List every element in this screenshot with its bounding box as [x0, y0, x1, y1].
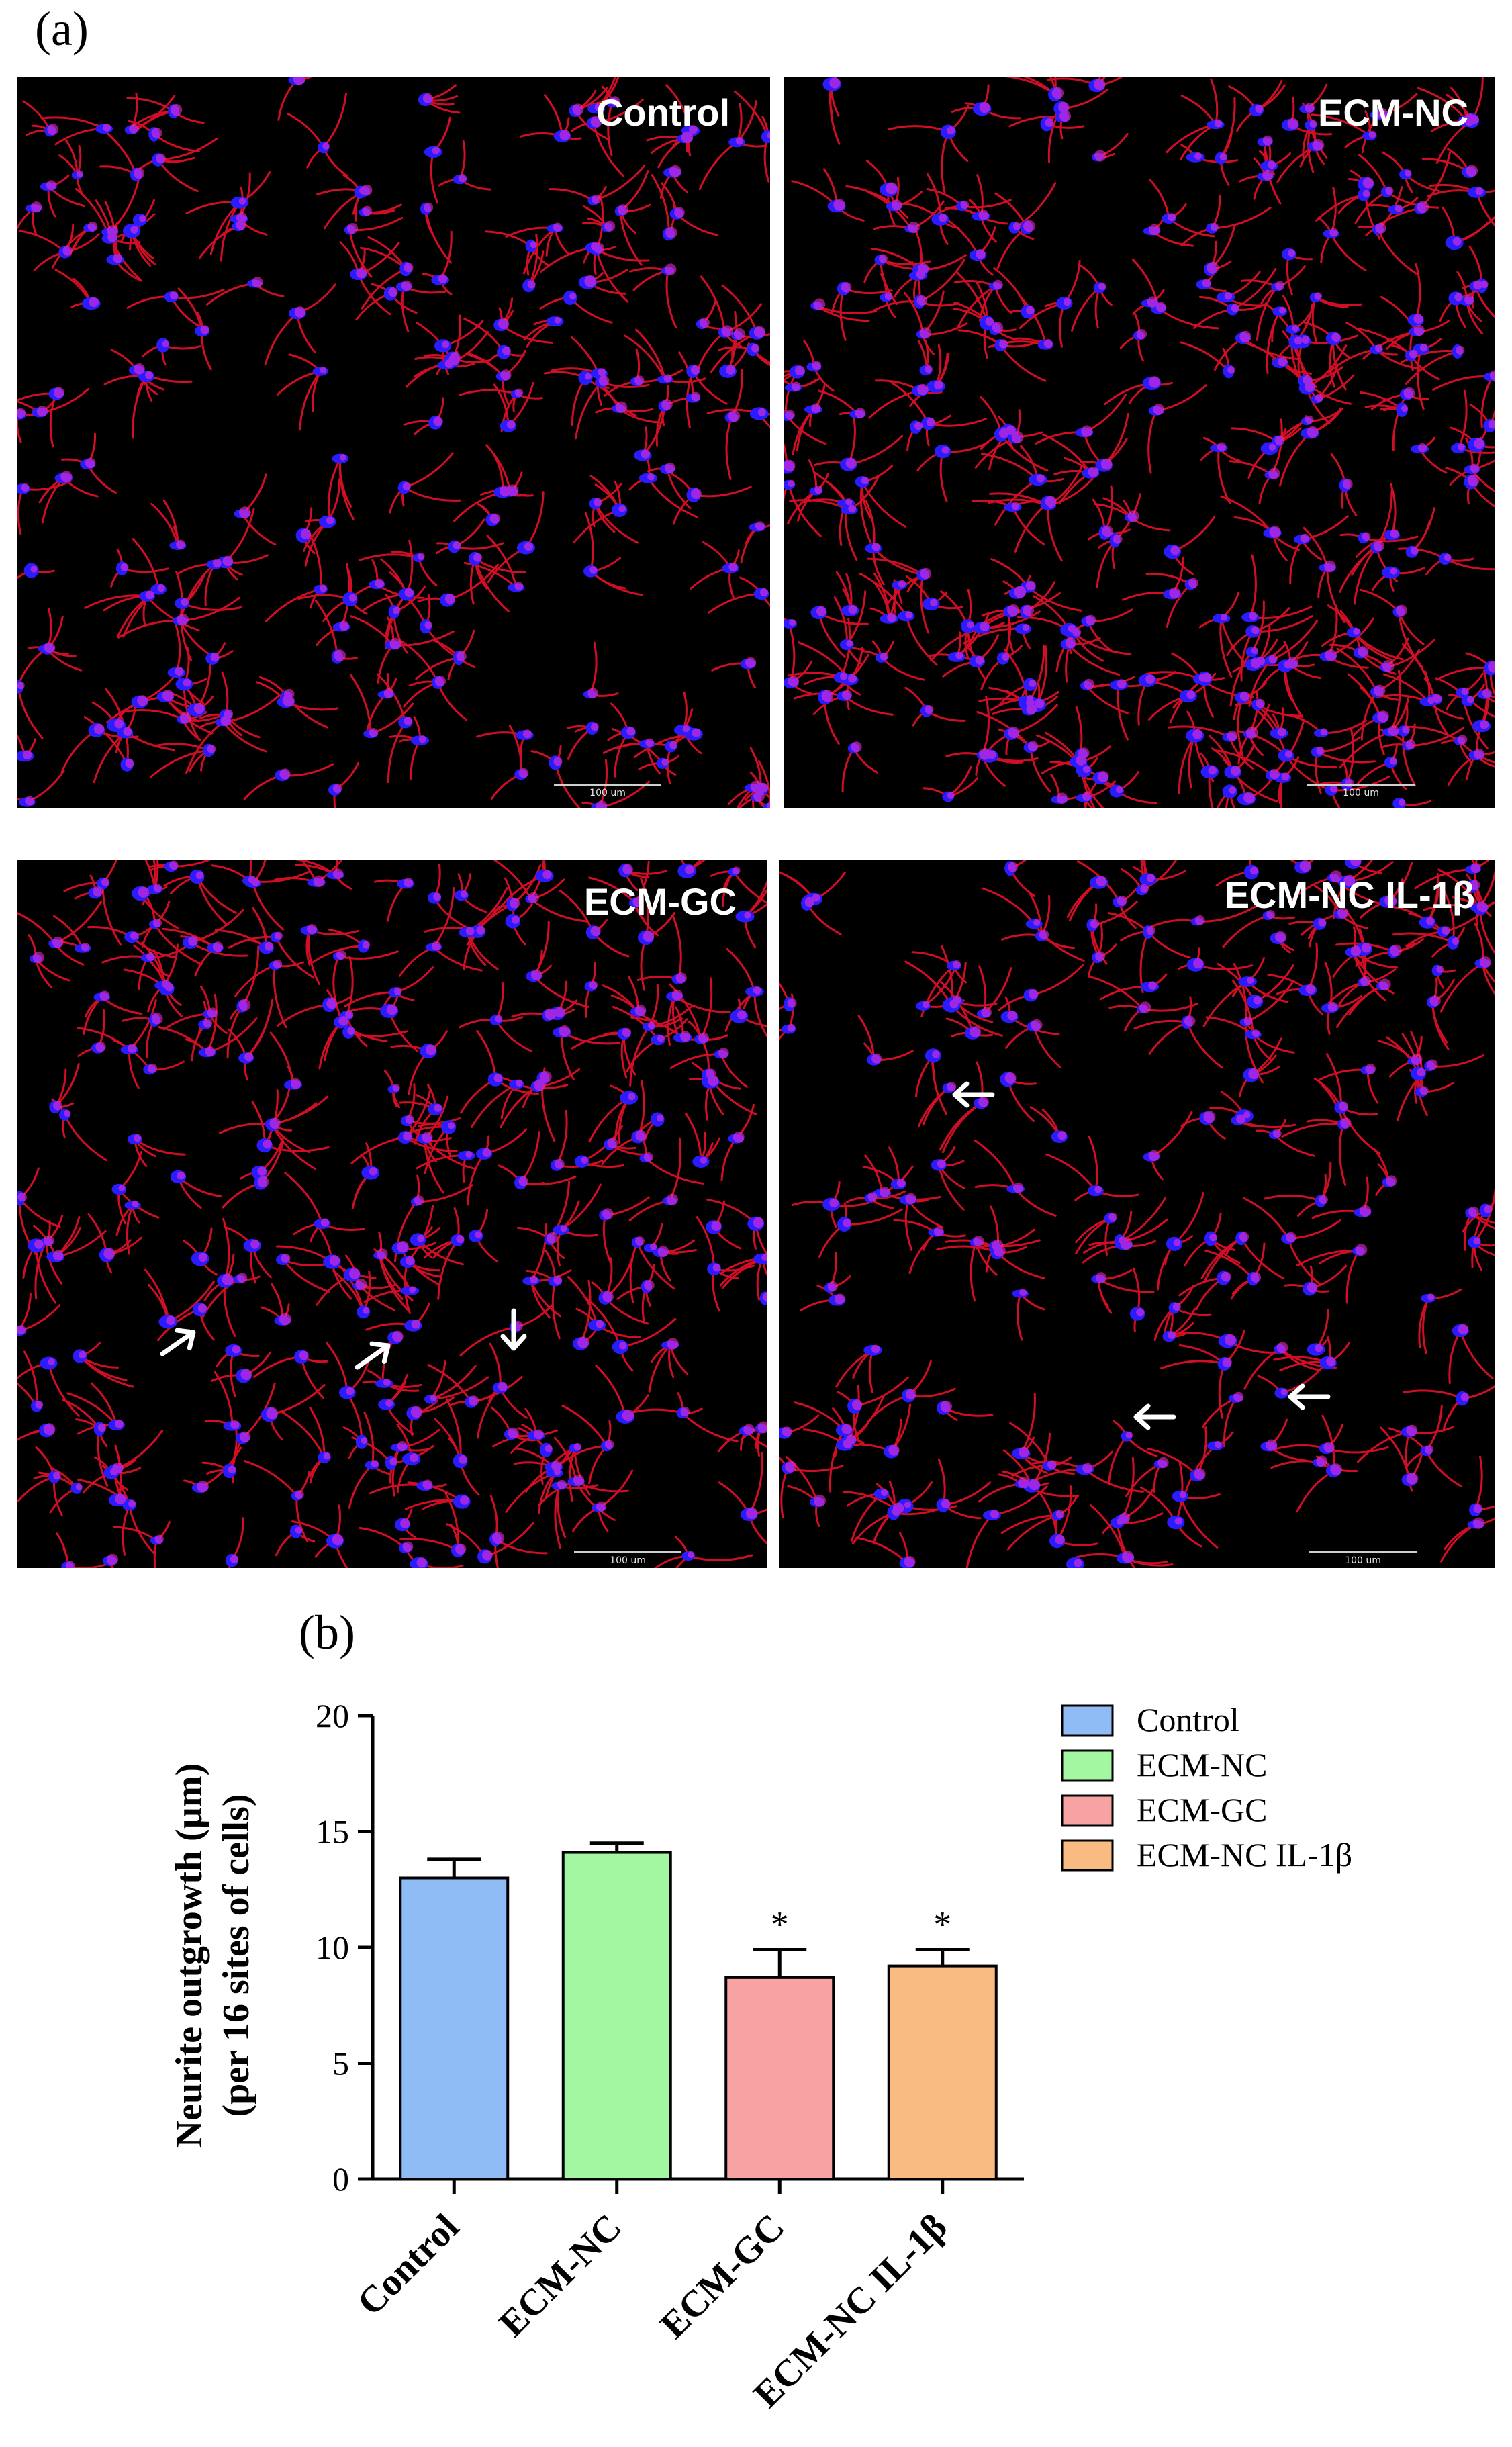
x-tick-label: ECM-GC [653, 2206, 793, 2346]
bar-ecm-gc [724, 1976, 835, 2181]
y-tick-label: 5 [332, 2045, 349, 2082]
arrow-icon [1288, 1383, 1331, 1410]
micrograph-ecm-gc: ECM-GC 100 um [17, 860, 767, 1568]
micrograph-label: Control [596, 91, 730, 134]
legend-label: ECM-NC [1137, 1746, 1267, 1784]
x-tick-label: Control [349, 2206, 467, 2323]
scale-bar: 100 um [1307, 784, 1415, 801]
scale-bar: 100 um [554, 784, 661, 801]
scale-bar: 100 um [574, 1551, 681, 1568]
micrograph-ecm-nc-il1b-cells [779, 860, 1495, 1568]
panel-a-label: (a) [35, 2, 89, 56]
legend-swatch [1061, 1794, 1114, 1827]
scale-bar-label: 100 um [1343, 788, 1379, 798]
legend-swatch [1061, 1749, 1114, 1782]
arrow-icon [500, 1308, 527, 1351]
micrograph-label: ECM-NC IL-1β [1224, 874, 1475, 916]
micrograph-ecm-nc-cells [784, 77, 1495, 808]
legend-label: ECM-GC [1137, 1791, 1267, 1829]
micrograph-label: ECM-GC [583, 880, 737, 923]
y-tick-label: 20 [316, 1697, 349, 1735]
micrograph-ecm-nc-il1b: ECM-NC IL-1β 100 um [779, 860, 1495, 1568]
scale-bar: 100 um [1309, 1551, 1417, 1568]
y-tick-label: 15 [316, 1813, 349, 1851]
legend-label: ECM-NC IL-1β [1137, 1836, 1352, 1874]
micrograph-control: Control 100 um [17, 77, 770, 808]
micrograph-ecm-gc-cells [17, 860, 767, 1568]
arrow-icon [952, 1081, 995, 1108]
micrograph-label: ECM-NC [1318, 91, 1468, 134]
y-tick-label: 0 [332, 2160, 349, 2198]
legend-label: Control [1137, 1701, 1239, 1739]
micrograph-control-cells [17, 77, 770, 808]
y-tick-label: 10 [316, 1929, 349, 1966]
bar-control [399, 1876, 510, 2180]
significance-marker: * [771, 1904, 789, 1944]
y-axis-label: Neurite outgrowth (µm) (per 16 sites of c… [169, 1763, 257, 2148]
micrograph-ecm-nc: ECM-NC 100 um [784, 77, 1495, 808]
legend-swatch [1061, 1839, 1114, 1872]
scale-bar-label: 100 um [1345, 1555, 1381, 1566]
bar-ecm-nc [561, 1851, 672, 2181]
significance-marker: * [933, 1904, 951, 1944]
x-tick-label: ECM-NC [491, 2206, 630, 2345]
scale-bar-label: 100 um [610, 1555, 646, 1566]
panel-b-label: (b) [299, 1606, 355, 1659]
bar-ecm-nc-il-1- [887, 1964, 998, 2181]
scale-bar-label: 100 um [589, 788, 626, 798]
arrow-icon [160, 1328, 196, 1356]
legend-swatch [1061, 1704, 1114, 1737]
arrow-icon [1133, 1403, 1176, 1430]
arrow-icon [355, 1341, 391, 1370]
